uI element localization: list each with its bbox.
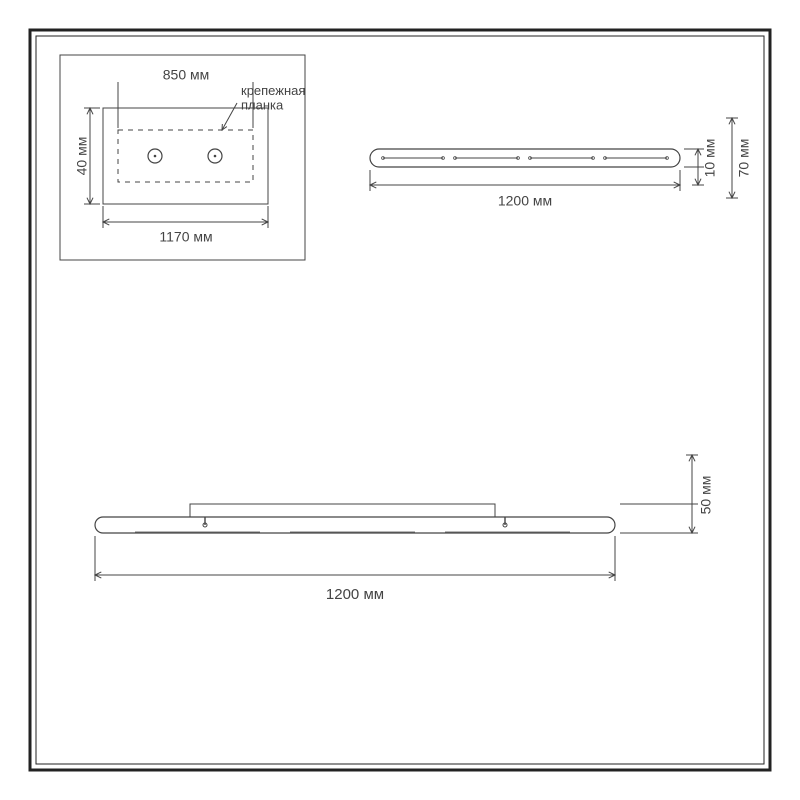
dim-40: 40 мм <box>74 137 90 176</box>
top-bar-view: 1200 мм 10 мм 70 мм <box>370 118 752 209</box>
dim-1200-side: 1200 мм <box>326 586 384 603</box>
bracket-label: крепежнаяпланка <box>241 83 305 112</box>
dim-850: 850 мм <box>163 67 210 83</box>
dim-1170: 1170 мм <box>159 229 212 245</box>
hole-center <box>154 155 157 158</box>
diagram-canvas: крепежнаяпланка 850 мм 1170 мм 40 мм 1200 мм… <box>0 0 800 800</box>
dim-1200-top: 1200 мм <box>498 193 552 209</box>
inset-detail: крепежнаяпланка 850 мм 1170 мм 40 мм <box>60 55 305 260</box>
dim-70: 70 мм <box>736 139 752 178</box>
ceiling-plate <box>190 504 495 517</box>
mounting-plate <box>103 108 268 204</box>
bar-side <box>95 517 615 533</box>
bracket-dashed <box>118 130 253 182</box>
frame-inner <box>36 36 764 764</box>
dim-50: 50 мм <box>698 476 714 515</box>
dim-10: 10 мм <box>702 139 718 178</box>
frame-outer <box>30 30 770 770</box>
hole-center <box>214 155 217 158</box>
side-view: 1200 мм 50 мм <box>95 455 714 603</box>
diagram-svg: крепежнаяпланка 850 мм 1170 мм 40 мм 1200 мм… <box>0 0 800 800</box>
